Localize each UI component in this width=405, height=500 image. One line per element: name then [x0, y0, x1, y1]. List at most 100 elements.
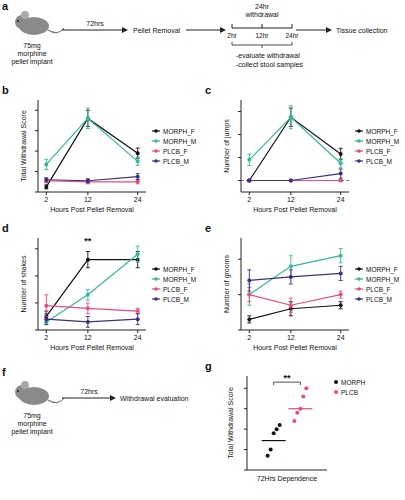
legend-marker: [357, 267, 361, 271]
error-bar: [86, 252, 90, 268]
panel-d: d21224Hours Post Pellet RemovalNumber of…: [2, 222, 196, 351]
legend-label: PLCB_M: [163, 296, 189, 304]
arrow-line: [186, 30, 221, 31]
error-bar: [136, 314, 140, 325]
x-tick-label: 12: [84, 196, 92, 203]
error-bar: [289, 179, 293, 181]
data-point: [136, 175, 140, 179]
x-tick: [340, 330, 341, 333]
arrow-head: [220, 27, 226, 33]
series-line: [46, 319, 137, 322]
data-point: [44, 162, 48, 166]
error-bar: [44, 159, 48, 169]
legend-marker: [154, 277, 158, 281]
withdrawal-text: 24hr: [255, 3, 270, 10]
data-point: [86, 116, 90, 120]
x-tick-label: 24: [337, 196, 345, 203]
legend-marker: [154, 297, 158, 301]
data-point: [44, 178, 48, 182]
x-tick: [137, 330, 138, 333]
collection-text: Tissue collection: [336, 27, 388, 34]
x-axis-label: Hours Post Pellet Removal: [50, 344, 134, 351]
y-tick: [35, 192, 38, 193]
legend-label: MORPH_M: [366, 276, 399, 284]
error-bar: [289, 298, 293, 312]
x-axis: [38, 192, 146, 193]
legend-marker: [357, 159, 361, 163]
y-tick: [238, 180, 241, 181]
data-point: [278, 423, 282, 427]
y-tick: [35, 151, 38, 152]
data-point: [289, 264, 293, 268]
panel-label: a: [2, 0, 9, 12]
x-tick: [137, 192, 138, 195]
error-bar: [86, 289, 90, 300]
y-tick: [238, 111, 241, 112]
y-tick: [35, 171, 38, 172]
panel-c: c21224Hours Post Pellet RemovalNumber of…: [205, 84, 399, 213]
y-tick: [244, 449, 247, 450]
x-tick: [87, 192, 88, 195]
series-line: [46, 118, 137, 186]
data-point: [289, 179, 293, 183]
y-axis: [38, 100, 39, 192]
error-bar: [339, 302, 343, 309]
legend-marker: [154, 139, 158, 143]
data-point: [44, 317, 48, 321]
data-point: [44, 185, 48, 189]
series-line: [249, 117, 340, 163]
error-bar: [247, 316, 251, 323]
error-bar: [339, 148, 343, 160]
legend-label: PLCB_M: [366, 296, 392, 304]
legend-marker: [154, 149, 158, 153]
x-tick-label: 2: [44, 334, 48, 341]
data-point: [247, 278, 251, 282]
error-bar: [136, 148, 140, 158]
x-tick: [87, 330, 88, 333]
wait-text: 72hrs: [86, 20, 104, 27]
series-line: [249, 174, 340, 181]
error-bar: [289, 270, 293, 284]
series-line: [46, 260, 137, 317]
panel-label: g: [205, 360, 212, 372]
task-text: -evaluate withdrawal: [236, 52, 300, 59]
y-axis-label: Total Withdrawal Score: [227, 387, 234, 459]
y-tick: [244, 429, 247, 430]
x-tick: [46, 330, 47, 333]
mouse-tail: [48, 28, 64, 33]
panel-b: b21224Hours Post Pellet RemovalTotal Wit…: [2, 84, 196, 213]
data-point: [275, 427, 279, 431]
data-point: [292, 419, 296, 423]
x-tick: [290, 192, 291, 195]
error-bar: [44, 178, 48, 182]
legend-label: PLCB_M: [366, 158, 392, 166]
data-point: [339, 179, 343, 183]
x-axis: [38, 330, 146, 331]
error-bar: [86, 316, 90, 327]
plot-area: [44, 108, 139, 189]
y-tick: [35, 130, 38, 131]
timepoint-label: 12hr: [255, 32, 269, 39]
legend-marker: [334, 380, 338, 384]
series-line: [249, 273, 340, 280]
panel-e: e21224Hours Post Pellet RemovalNumber of…: [205, 222, 399, 351]
error-bar: [339, 169, 343, 178]
mouse-eye: [17, 20, 19, 22]
panel-f: f75mgmorphinepellet implant72hrsWithdraw…: [2, 366, 189, 436]
legend-label: PLCB: [341, 389, 358, 396]
legend-label: PLCB_F: [366, 148, 391, 156]
data-point: [289, 115, 293, 119]
data-point: [136, 180, 140, 184]
data-point: [86, 258, 90, 262]
y-tick: [238, 330, 241, 331]
legend-marker: [154, 287, 158, 291]
data-point: [86, 179, 90, 183]
timeline-tick: [232, 24, 233, 28]
legend-label: PLCB_M: [163, 158, 189, 166]
error-bar: [339, 266, 343, 280]
y-tick: [238, 294, 241, 295]
legend-label: PLCB_F: [163, 286, 188, 294]
panel-label: b: [2, 84, 9, 96]
bracket: [232, 42, 292, 48]
legend-label: MORPH_M: [366, 138, 399, 146]
